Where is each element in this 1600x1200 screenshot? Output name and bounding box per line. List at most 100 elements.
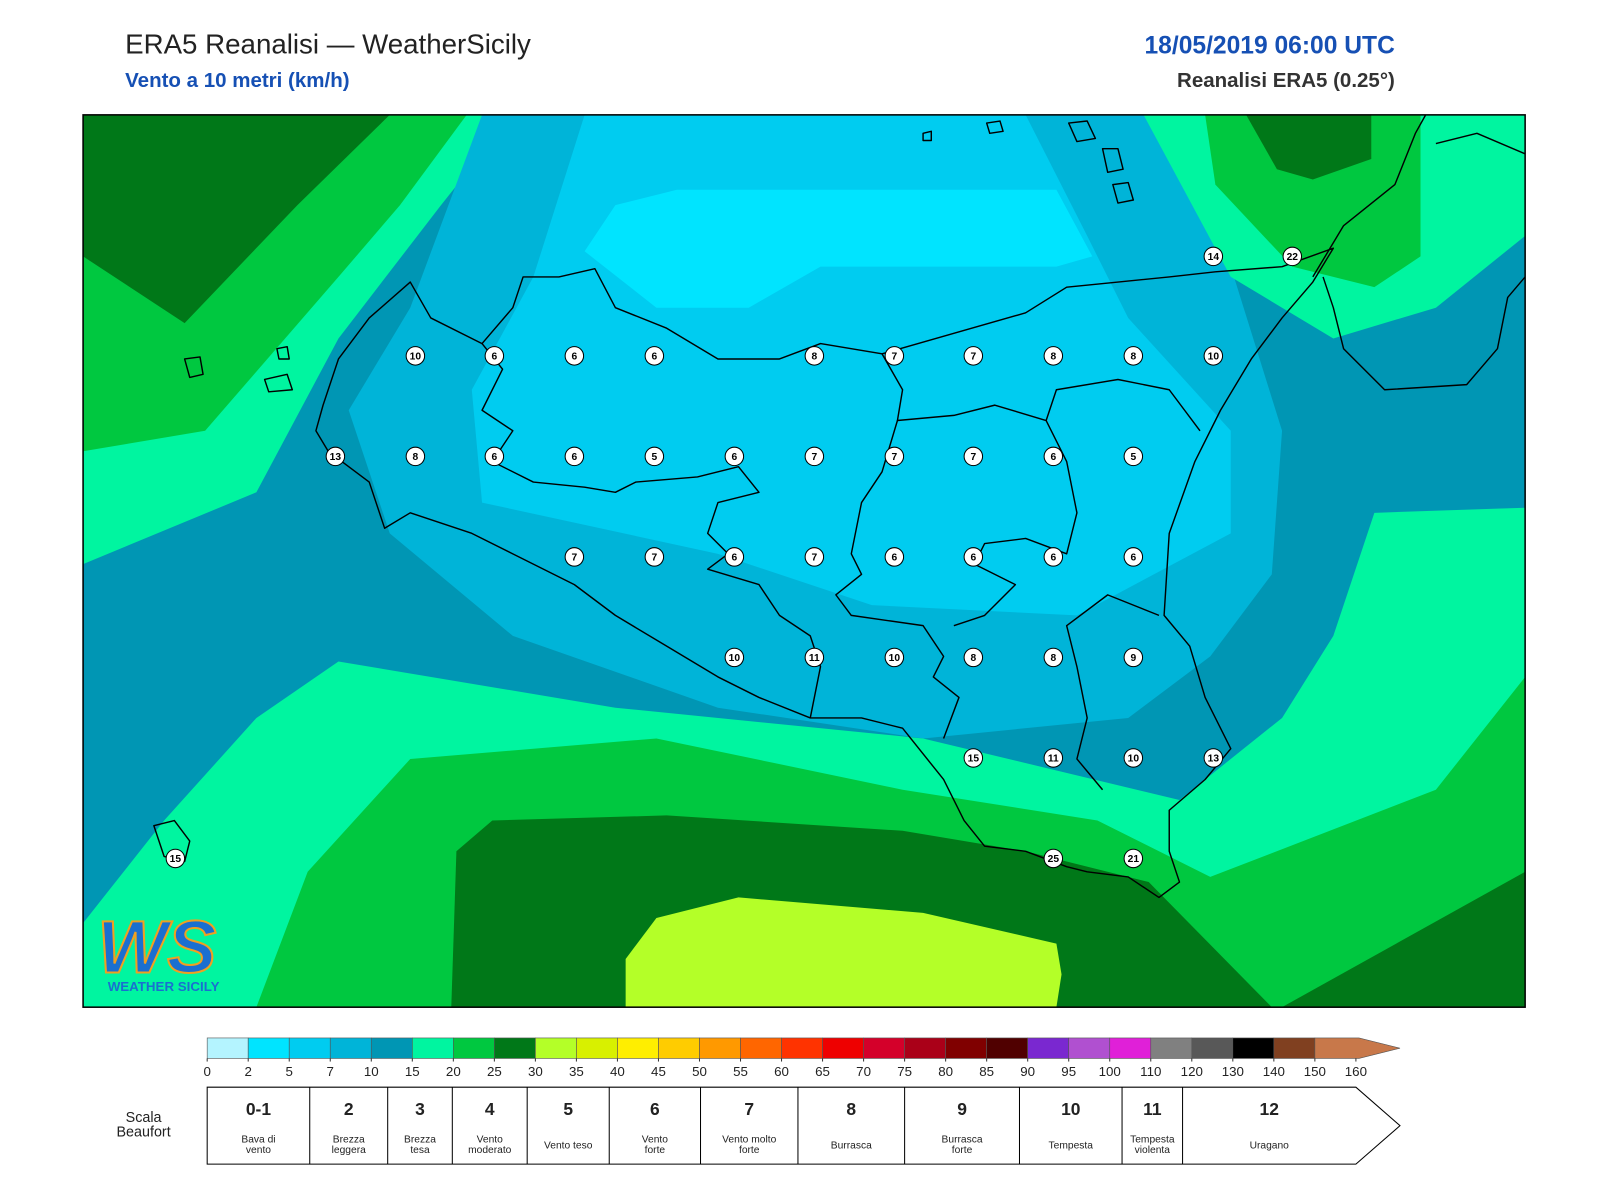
station-marker: [724, 647, 745, 668]
station-marker: [564, 547, 585, 567]
station-marker: [564, 346, 585, 366]
station-marker: [804, 346, 825, 366]
station-marker: [884, 647, 905, 668]
colorbar-segment: [453, 1037, 495, 1059]
station-value: 11: [1048, 754, 1059, 765]
station-marker: [804, 647, 825, 668]
colorbar-segment: [740, 1037, 782, 1059]
beaufort-force: 10: [1061, 1099, 1080, 1119]
logo: WS WEATHER SICILY: [96, 904, 219, 993]
colorbar-tick-label: 95: [1061, 1064, 1076, 1079]
station-marker: [963, 346, 984, 366]
beaufort-force: 3: [415, 1099, 425, 1119]
colorbar-tick-label: 150: [1304, 1064, 1326, 1079]
colorbar-segment: [1150, 1037, 1193, 1059]
station-marker: [884, 547, 905, 567]
colorbar-segment: [576, 1037, 618, 1059]
colorbar-segment: [699, 1037, 741, 1059]
station-value: 11: [809, 653, 820, 664]
station-marker: [644, 547, 665, 567]
colorbar-tick-label: 100: [1099, 1064, 1121, 1079]
station-value: 7: [892, 452, 898, 463]
station-value: 8: [970, 653, 976, 664]
colorbar-tick-label: 25: [487, 1064, 502, 1079]
colorbar-segment: [1232, 1037, 1275, 1059]
station-value: 5: [1130, 452, 1136, 463]
station-value: 13: [1208, 754, 1220, 765]
colorbar-segment: [658, 1037, 700, 1059]
beaufort-description: moderato: [468, 1145, 512, 1156]
colorbar-segment: [781, 1037, 823, 1059]
colorbar-tick-label: 5: [286, 1064, 293, 1079]
station-marker: [1123, 748, 1144, 768]
station-value: 7: [970, 452, 976, 463]
colorbar-tick-label: 110: [1140, 1064, 1161, 1079]
station-value: 8: [413, 452, 419, 463]
station-marker: [484, 446, 505, 467]
colorbar-tick-label: 85: [979, 1064, 994, 1079]
colorbar-segment: [863, 1037, 905, 1059]
station-value: 10: [1128, 754, 1140, 765]
colorbar-tick-label: 40: [610, 1064, 625, 1079]
station-marker: [644, 446, 665, 467]
station-marker: [804, 446, 825, 467]
station-marker: [1123, 647, 1144, 668]
colorbar-tick-label: 2: [244, 1064, 251, 1079]
beaufort-description: Vento molto: [722, 1135, 776, 1146]
beaufort-description: Vento teso: [544, 1141, 593, 1152]
logo-mark: WS: [97, 905, 216, 988]
colorbar-segment: [904, 1037, 946, 1059]
station-marker: [1043, 647, 1064, 668]
colorbar-segment: [535, 1037, 577, 1059]
station-value: 7: [652, 553, 658, 564]
station-value: 7: [572, 553, 578, 564]
map: WS WEATHER SICILY 14 22 10 6 6 6 8 7 7 8 8 10 13 8 6 6 5…: [82, 114, 1526, 1008]
source: Reanalisi ERA5 (0.25°): [1177, 69, 1395, 92]
station-marker: [564, 446, 585, 467]
beaufort-description: Tempesta: [1130, 1135, 1175, 1146]
beaufort-description: forte: [952, 1145, 973, 1156]
beaufort-description: Vento: [477, 1135, 504, 1146]
beaufort-force: 6: [650, 1099, 660, 1119]
colorbar: 0 2 5 7 10 15 20 25 30 35 40 45 50 55 60 65 70 75 80 85 90 95…: [203, 1037, 1401, 1079]
beaufort-description: Uragano: [1250, 1141, 1290, 1152]
station-marker: [484, 346, 505, 366]
colorbar-tick-label: 60: [774, 1064, 789, 1079]
colorbar-tick-label: 30: [528, 1064, 543, 1079]
map-frame: [82, 114, 1526, 1008]
station-marker: [804, 547, 825, 567]
station-value: 10: [1208, 351, 1220, 362]
subtitle: Vento a 10 metri (km/h): [125, 69, 349, 92]
colorbar-segment: [247, 1037, 290, 1059]
station-marker: [1123, 346, 1144, 366]
station-value: 6: [492, 452, 498, 463]
colorbar-segment: [1191, 1037, 1234, 1059]
station-value: 21: [1128, 854, 1140, 865]
station-value: 6: [892, 553, 898, 564]
station-marker: [1123, 848, 1144, 869]
station-value: 6: [1130, 553, 1136, 564]
station-value: 8: [1050, 653, 1056, 664]
station-marker: [724, 547, 745, 567]
colorbar-tick-label: 7: [327, 1064, 334, 1079]
station-value: 6: [732, 452, 738, 463]
beaufort-label: Beaufort: [116, 1124, 170, 1140]
beaufort-force: 8: [846, 1099, 856, 1119]
station-value: 6: [970, 553, 976, 564]
colorbar-tick-label: 15: [405, 1064, 420, 1079]
station-value: 6: [732, 553, 738, 564]
beaufort-description: Bava di: [241, 1135, 275, 1146]
station-value: 6: [1050, 452, 1056, 463]
station-value: 7: [892, 351, 898, 362]
beaufort-force: 9: [957, 1099, 967, 1119]
station-marker: [165, 848, 186, 869]
colorbar-segment: [370, 1037, 413, 1059]
beaufort-description: Brezza: [404, 1135, 436, 1146]
colorbar-segment: [1068, 1037, 1111, 1059]
beaufort-description: Brezza: [333, 1135, 365, 1146]
station-marker: [1203, 748, 1224, 768]
datetime: 18/05/2019 06:00 UTC: [1144, 32, 1395, 59]
